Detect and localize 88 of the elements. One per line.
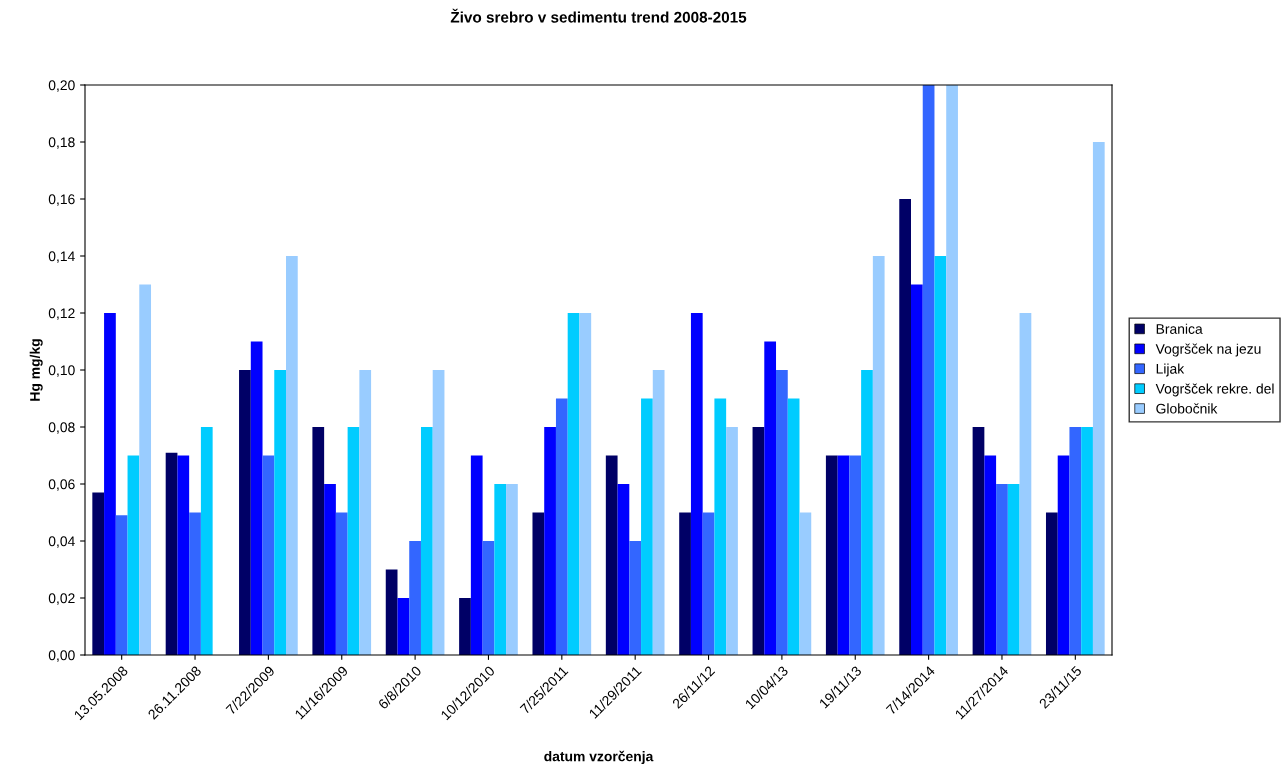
bar (837, 455, 850, 655)
bar (494, 484, 507, 655)
bar (286, 256, 298, 655)
y-tick-label: 0,08 (48, 422, 75, 434)
bar (825, 455, 838, 655)
bar (104, 313, 116, 655)
bar (555, 398, 568, 655)
bar (470, 455, 483, 655)
bar (849, 455, 862, 655)
legend-label: Lijak (1156, 363, 1185, 377)
bar (544, 427, 556, 655)
bar (984, 455, 997, 655)
bar (239, 370, 251, 655)
bar (605, 455, 618, 655)
bar (506, 484, 518, 655)
y-tick-label: 0,12 (48, 308, 75, 320)
bar (752, 427, 765, 655)
y-tick-label: 0,14 (48, 251, 75, 263)
bar (397, 598, 410, 655)
bar (409, 541, 421, 655)
bar (787, 398, 800, 655)
bar (972, 427, 985, 655)
bar (532, 512, 545, 655)
bar (1045, 512, 1058, 655)
bar (200, 427, 213, 655)
bar (714, 398, 727, 655)
y-tick-label: 0,18 (48, 137, 75, 149)
bar (274, 370, 286, 655)
y-tick-label: 0,04 (48, 536, 75, 548)
bar (385, 569, 398, 655)
bar (764, 341, 777, 655)
bar (946, 85, 958, 655)
bar (776, 370, 788, 655)
bar (579, 313, 592, 655)
y-tick-label: 0,20 (48, 80, 75, 92)
bar (629, 541, 642, 655)
bar (1092, 142, 1105, 655)
bar (726, 427, 738, 655)
bar (177, 455, 190, 655)
y-tick-label: 0,02 (48, 593, 75, 605)
bar (652, 370, 665, 655)
bar (641, 398, 653, 655)
bar (872, 256, 885, 655)
bar (996, 484, 1008, 655)
bar (420, 427, 433, 655)
bar (690, 313, 703, 655)
bar (934, 256, 947, 655)
bar (567, 313, 580, 655)
bar (165, 452, 178, 655)
bar (861, 370, 873, 655)
bar (432, 370, 445, 655)
bar (324, 484, 336, 655)
bar (617, 484, 630, 655)
bar (262, 455, 275, 655)
x-axis-title: datum vzorčenja (544, 750, 654, 765)
bar (799, 512, 812, 655)
bar (115, 515, 128, 655)
bar (139, 284, 152, 655)
bar (347, 427, 360, 655)
y-tick-label: 0,06 (48, 479, 75, 491)
bar (922, 85, 935, 655)
y-tick-label: 0,16 (48, 194, 75, 206)
bar (127, 455, 140, 655)
legend-label: Branica (1156, 323, 1203, 334)
bar (899, 199, 911, 655)
bar (1057, 455, 1070, 655)
legend-label: Globočnik (1156, 403, 1218, 414)
bar (1081, 427, 1093, 655)
bar (1007, 484, 1020, 655)
bar (459, 598, 471, 655)
bar (189, 512, 201, 655)
bar (679, 512, 691, 655)
y-axis-title: Hg mg/kg (29, 339, 43, 401)
bar (1069, 427, 1082, 655)
bar (335, 512, 348, 655)
bar (250, 341, 263, 655)
legend-label: Vogršček na jezu (1155, 343, 1261, 357)
bar (482, 541, 495, 655)
y-tick-label: 0,10 (48, 365, 75, 377)
legend-label: Vogršček rekre. del (1155, 383, 1274, 397)
bar (911, 284, 923, 655)
y-tick-label: 0,00 (48, 650, 75, 662)
bar (702, 512, 715, 655)
chart-title: Živo srebro v sedimentu trend 2008-2015 (450, 8, 747, 23)
bar (92, 492, 105, 655)
bar (359, 370, 372, 655)
bar (312, 427, 325, 655)
bar (1019, 313, 1032, 655)
